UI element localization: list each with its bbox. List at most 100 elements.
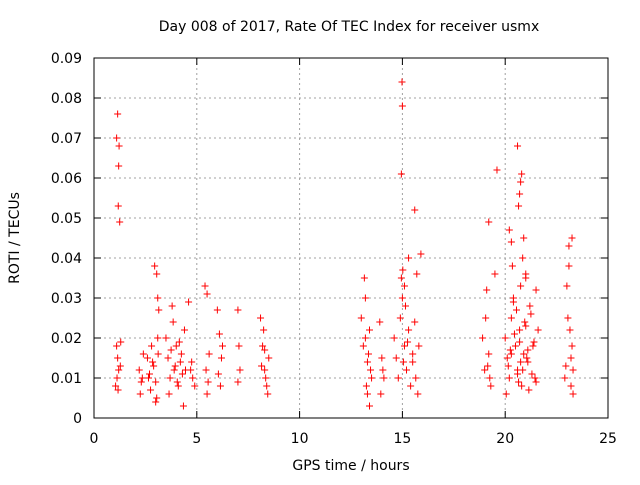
data-point <box>394 374 402 382</box>
data-point <box>176 358 184 366</box>
data-point <box>487 382 495 390</box>
data-point <box>520 234 528 242</box>
data-point <box>262 374 270 382</box>
data-point <box>360 274 368 282</box>
data-point <box>412 374 420 382</box>
data-point <box>154 294 162 302</box>
data-point <box>376 318 384 326</box>
data-point <box>363 390 371 398</box>
data-point <box>380 374 388 382</box>
data-point <box>413 270 421 278</box>
data-point <box>509 298 517 306</box>
data-point <box>407 382 415 390</box>
x-tick-labels: 0 5 10 15 20 25 <box>90 431 617 447</box>
data-point <box>482 314 490 322</box>
axis-ticks <box>93 57 609 419</box>
data-point <box>154 350 162 358</box>
data-point <box>485 350 493 358</box>
data-point <box>409 358 417 366</box>
data-point <box>507 314 515 322</box>
data-point <box>366 326 374 334</box>
data-point <box>520 350 528 358</box>
data-point <box>525 386 533 394</box>
data-point <box>173 378 181 386</box>
data-point <box>507 238 515 246</box>
data-point <box>522 322 530 330</box>
data-point <box>116 362 124 370</box>
data-point <box>399 358 407 366</box>
data-point <box>135 366 143 374</box>
y-tick-label: 0.08 <box>51 91 82 107</box>
data-point <box>179 402 187 410</box>
data-point <box>115 162 123 170</box>
data-point <box>167 346 175 354</box>
data-point <box>399 266 407 274</box>
data-point <box>530 338 538 346</box>
data-point <box>144 374 152 382</box>
data-point <box>414 390 422 398</box>
data-point <box>201 282 209 290</box>
data-point <box>219 342 226 350</box>
data-point <box>517 178 525 186</box>
data-point <box>484 362 492 370</box>
y-tick-label: 0.04 <box>51 251 82 267</box>
data-point <box>235 342 243 350</box>
data-point <box>171 362 179 370</box>
data-point <box>522 270 530 278</box>
data-point <box>264 390 272 398</box>
data-point <box>565 242 573 250</box>
data-point <box>116 218 124 226</box>
data-point <box>115 142 123 150</box>
data-point <box>532 286 540 294</box>
data-point <box>151 262 159 270</box>
data-point <box>357 314 365 322</box>
data-point <box>234 306 242 314</box>
data-point <box>114 202 122 210</box>
data-point <box>400 282 408 290</box>
data-point <box>519 366 527 374</box>
data-point <box>213 306 221 314</box>
data-point <box>411 318 419 326</box>
y-tick-label: 0.07 <box>51 131 82 147</box>
data-point <box>528 370 536 378</box>
data-point <box>361 334 369 342</box>
data-point <box>368 374 376 382</box>
data-point <box>152 398 160 406</box>
data-point <box>214 370 222 378</box>
data-point <box>146 370 154 378</box>
data-point <box>378 354 386 362</box>
data-point <box>362 382 370 390</box>
data-point <box>139 350 147 358</box>
data-point <box>174 382 182 390</box>
data-point <box>569 390 577 398</box>
x-tick-label: 0 <box>90 431 99 447</box>
data-point <box>180 326 188 334</box>
data-point <box>515 202 523 210</box>
data-point <box>568 342 576 350</box>
data-point <box>401 302 409 310</box>
data-point <box>189 374 197 382</box>
data-point <box>261 366 269 374</box>
x-tick-label: 5 <box>192 431 201 447</box>
data-point <box>561 374 569 382</box>
data-point <box>529 342 537 350</box>
data-point <box>390 334 398 342</box>
data-point <box>169 318 177 326</box>
data-point <box>363 358 371 366</box>
data-point <box>479 334 487 342</box>
data-point <box>534 326 542 334</box>
data-point <box>147 386 155 394</box>
data-point <box>527 310 535 318</box>
data-point <box>113 342 121 350</box>
data-point <box>411 206 419 214</box>
data-point <box>523 354 531 362</box>
data-point <box>562 362 570 370</box>
data-point <box>112 382 120 390</box>
data-point <box>483 286 491 294</box>
data-point <box>153 270 161 278</box>
data-point <box>155 306 163 314</box>
data-point <box>170 366 178 374</box>
data-point <box>149 358 157 366</box>
data-point <box>203 290 211 298</box>
